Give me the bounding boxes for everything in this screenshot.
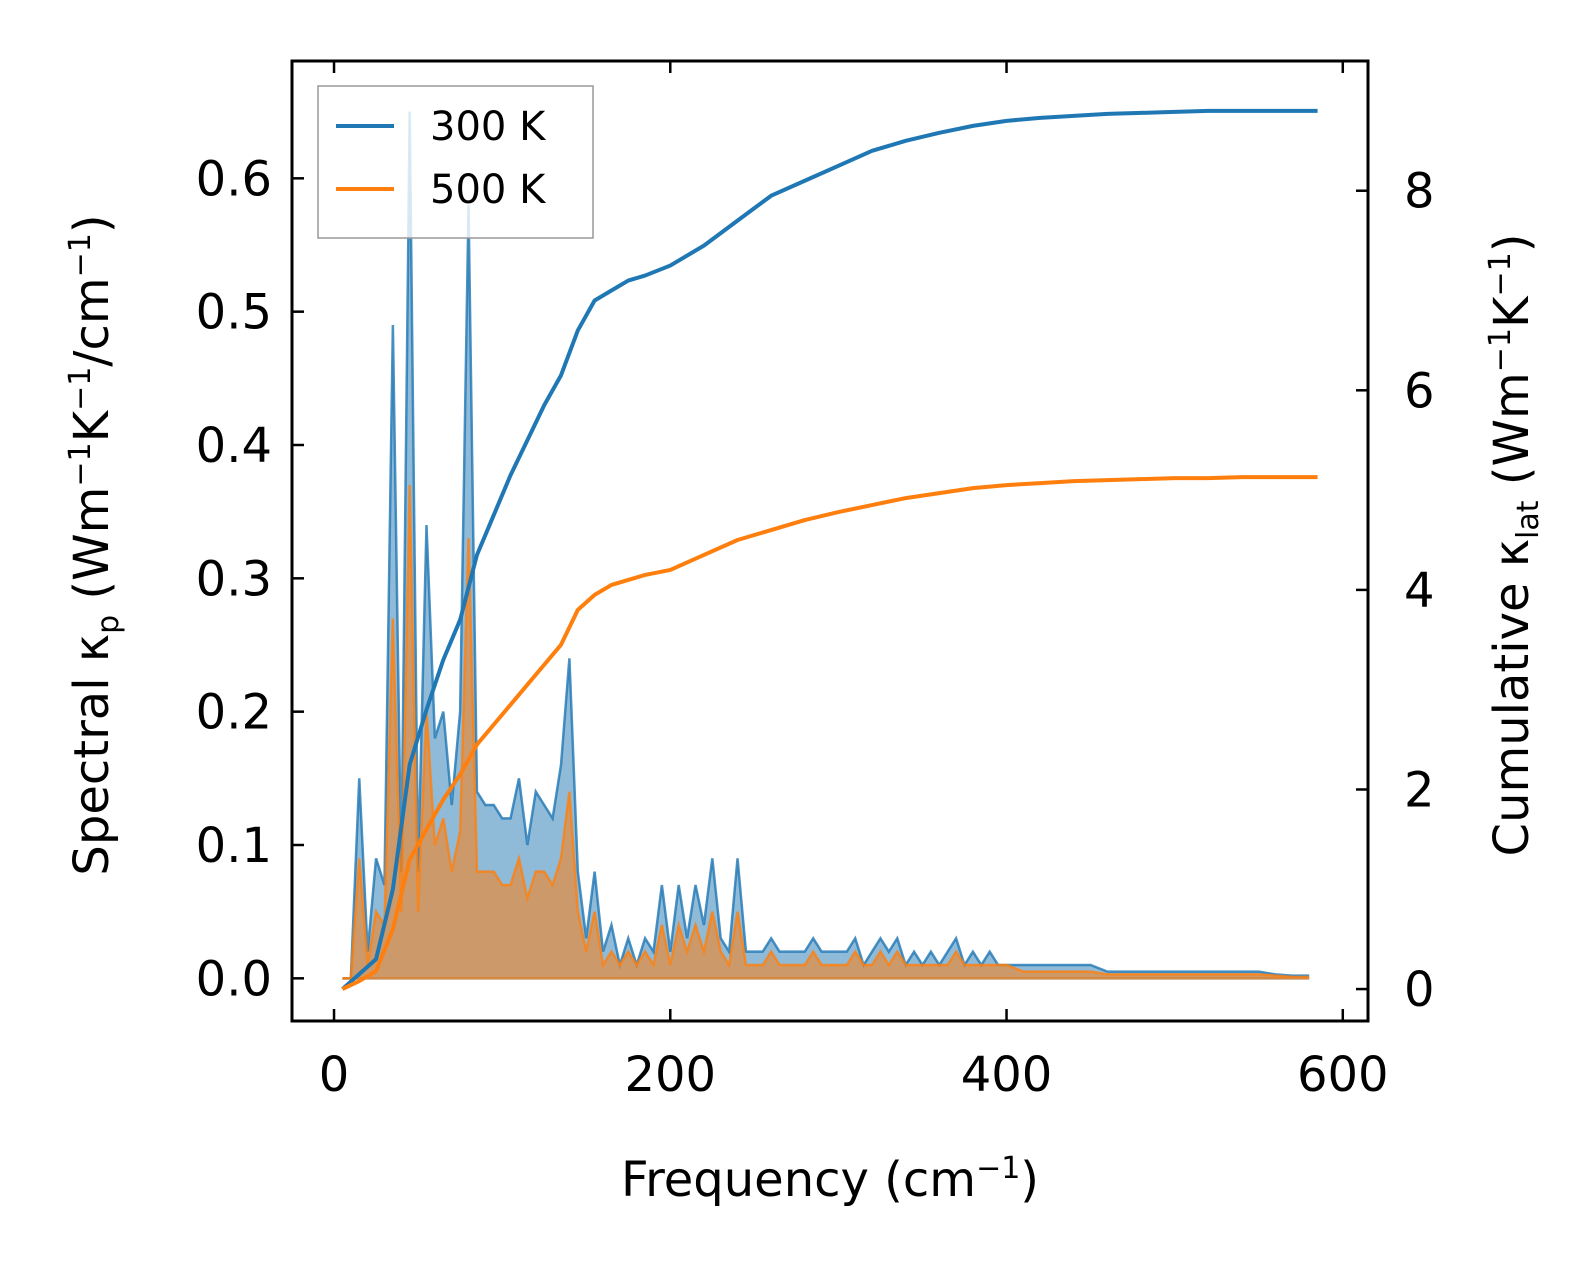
spectral-edge-500k xyxy=(342,484,1310,980)
cumulative-line-500k xyxy=(341,475,1318,991)
y-tick-label-right: 2 xyxy=(1404,762,1435,818)
spectral-area-300k xyxy=(342,111,1310,979)
cumulative-lines xyxy=(341,108,1318,991)
plot-frame xyxy=(290,59,1370,1023)
spectral-edge-300k xyxy=(342,111,1310,980)
x-tick-label: 600 xyxy=(1297,1047,1389,1103)
legend-box xyxy=(317,85,594,239)
legend-label-300k: 300 K xyxy=(430,104,547,150)
y-tick-label-left: 0.0 xyxy=(196,951,272,1007)
cumulative-line-300k xyxy=(341,108,1318,991)
y-tick-label-right: 6 xyxy=(1404,363,1435,419)
axis-ticks: 0 200 400 600 0.0 0.1 0.2 0.3 0.4 0.5 0.6 0 2 4 6 8 xyxy=(196,61,1435,1103)
y-tick-label-left: 0.1 xyxy=(196,818,272,874)
y-tick-label-right: 0 xyxy=(1404,962,1435,1018)
y-tick-label-right: 4 xyxy=(1404,563,1435,619)
spectral-fills xyxy=(342,111,1310,980)
y-tick-label-right: 8 xyxy=(1404,164,1435,220)
x-tick-label: 400 xyxy=(961,1047,1053,1103)
y-tick-label-left: 0.4 xyxy=(196,418,272,474)
y-tick-label-left: 0.3 xyxy=(196,551,272,607)
y-axis-label-right: Cumulative κlat (Wm−1K−1) xyxy=(1483,234,1546,857)
spectral-area-500k xyxy=(342,485,1310,979)
x-axis-label: Frequency (cm−1) xyxy=(621,1151,1039,1208)
y-tick-label-left: 0.2 xyxy=(196,685,272,741)
x-tick-label: 0 xyxy=(319,1047,350,1103)
y-tick-label-left: 0.5 xyxy=(196,285,272,341)
y-tick-label-left: 0.6 xyxy=(196,151,272,207)
legend: 300 K 500 K xyxy=(317,85,594,239)
legend-label-500k: 500 K xyxy=(430,167,547,213)
x-tick-label: 200 xyxy=(624,1047,716,1103)
y-axis-label-left: Spectral κp (Wm−1K−1/cm−1) xyxy=(63,214,126,875)
